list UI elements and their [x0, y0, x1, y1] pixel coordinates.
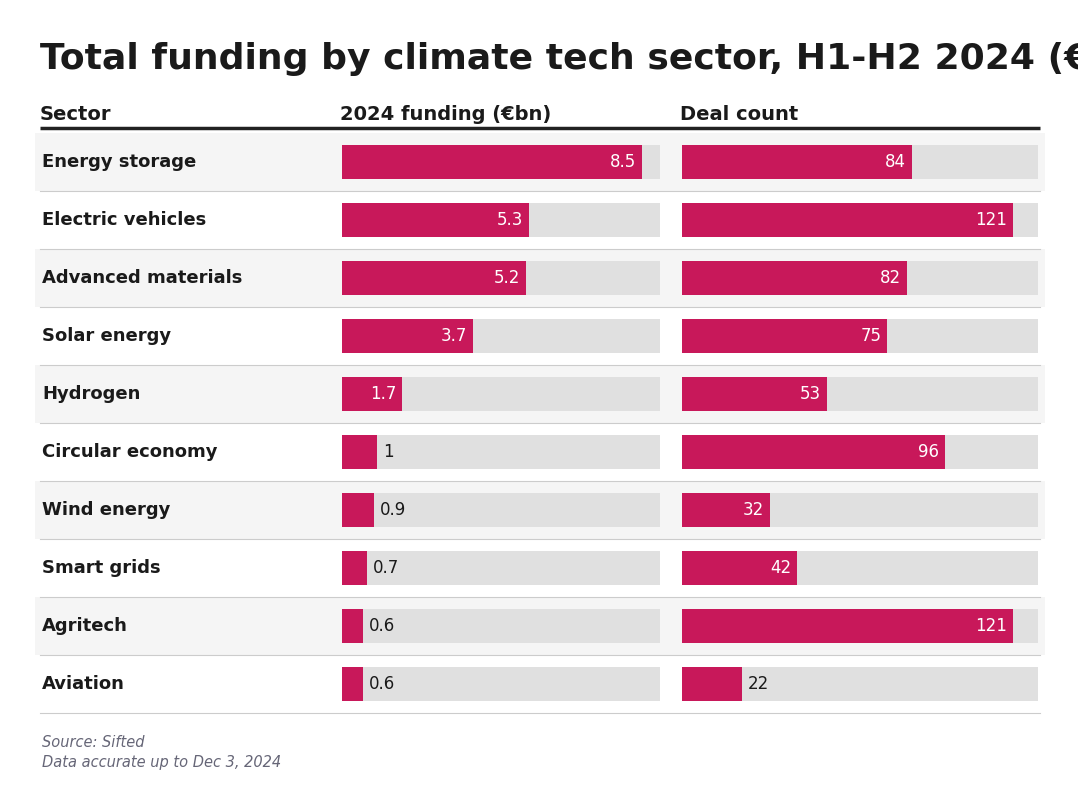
- Bar: [682, 609, 1038, 643]
- Bar: [342, 377, 402, 411]
- Bar: [342, 261, 660, 295]
- Text: 121: 121: [976, 211, 1007, 229]
- Text: 53: 53: [800, 385, 821, 403]
- Text: 0.6: 0.6: [369, 675, 396, 693]
- Bar: [342, 667, 363, 701]
- Text: 82: 82: [880, 269, 900, 287]
- Bar: [342, 609, 660, 643]
- Bar: [682, 203, 1013, 237]
- Text: 1: 1: [384, 443, 393, 461]
- Bar: [682, 667, 1038, 701]
- Bar: [682, 319, 887, 353]
- Text: Deal count: Deal count: [680, 105, 798, 124]
- Bar: [34, 597, 1045, 655]
- Bar: [682, 435, 945, 469]
- Bar: [682, 319, 1038, 353]
- Text: 8.5: 8.5: [610, 153, 636, 171]
- Bar: [682, 377, 1038, 411]
- Text: 0.6: 0.6: [369, 617, 396, 635]
- Text: 96: 96: [917, 443, 939, 461]
- Bar: [342, 203, 529, 237]
- Text: Solar energy: Solar energy: [42, 327, 171, 345]
- Bar: [342, 435, 377, 469]
- Text: Energy storage: Energy storage: [42, 153, 196, 171]
- Bar: [342, 319, 660, 353]
- Text: Total funding by climate tech sector, H1-H2 2024 (€bn): Total funding by climate tech sector, H1…: [40, 42, 1078, 76]
- Bar: [342, 493, 374, 527]
- Bar: [682, 377, 827, 411]
- Text: Source: Sifted: Source: Sifted: [42, 735, 144, 750]
- Bar: [34, 307, 1045, 365]
- Bar: [682, 667, 743, 701]
- Text: Circular economy: Circular economy: [42, 443, 218, 461]
- Text: Advanced materials: Advanced materials: [42, 269, 243, 287]
- Bar: [34, 539, 1045, 597]
- Bar: [34, 249, 1045, 307]
- Bar: [34, 481, 1045, 539]
- Text: 0.7: 0.7: [373, 559, 399, 577]
- Text: Data accurate up to Dec 3, 2024: Data accurate up to Dec 3, 2024: [42, 755, 281, 770]
- Bar: [682, 145, 1038, 179]
- Bar: [682, 435, 1038, 469]
- Bar: [342, 319, 473, 353]
- Text: 121: 121: [976, 617, 1007, 635]
- Bar: [682, 261, 1038, 295]
- Text: 5.3: 5.3: [497, 211, 523, 229]
- Text: 1.7: 1.7: [370, 385, 396, 403]
- Bar: [34, 133, 1045, 191]
- Bar: [342, 435, 660, 469]
- Text: Sector: Sector: [40, 105, 111, 124]
- Bar: [682, 493, 770, 527]
- Bar: [342, 551, 660, 585]
- Bar: [34, 365, 1045, 423]
- Text: Agritech: Agritech: [42, 617, 128, 635]
- Bar: [682, 551, 797, 585]
- Bar: [682, 551, 1038, 585]
- Bar: [342, 145, 660, 179]
- Text: 5.2: 5.2: [494, 269, 520, 287]
- Bar: [342, 203, 660, 237]
- Bar: [682, 609, 1013, 643]
- Bar: [342, 493, 660, 527]
- Bar: [34, 191, 1045, 249]
- Text: Hydrogen: Hydrogen: [42, 385, 140, 403]
- Text: 32: 32: [743, 501, 763, 519]
- Text: Electric vehicles: Electric vehicles: [42, 211, 206, 229]
- Text: 42: 42: [770, 559, 791, 577]
- Bar: [342, 145, 642, 179]
- Bar: [682, 261, 907, 295]
- Bar: [342, 667, 660, 701]
- Bar: [34, 423, 1045, 481]
- Text: 0.9: 0.9: [379, 501, 406, 519]
- Bar: [342, 261, 526, 295]
- Bar: [34, 655, 1045, 713]
- Text: Wind energy: Wind energy: [42, 501, 170, 519]
- Text: 3.7: 3.7: [440, 327, 467, 345]
- Bar: [342, 609, 363, 643]
- Text: 2024 funding (€bn): 2024 funding (€bn): [340, 105, 551, 124]
- Text: 75: 75: [860, 327, 882, 345]
- Text: 84: 84: [885, 153, 906, 171]
- Text: 22: 22: [748, 675, 770, 693]
- Text: Aviation: Aviation: [42, 675, 125, 693]
- Bar: [682, 145, 912, 179]
- Bar: [682, 203, 1038, 237]
- Bar: [342, 551, 367, 585]
- Bar: [682, 493, 1038, 527]
- Text: Smart grids: Smart grids: [42, 559, 161, 577]
- Bar: [342, 377, 660, 411]
